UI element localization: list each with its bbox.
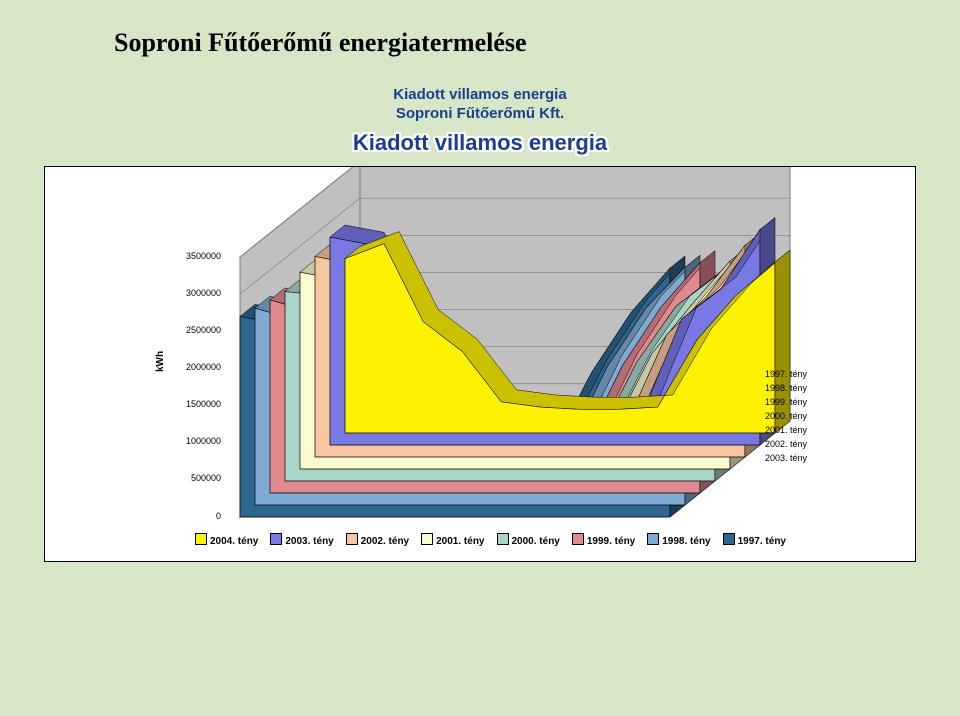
legend-item: 2000. tény xyxy=(497,536,560,547)
legend-swatch xyxy=(572,533,584,545)
y-tick: 2000000 xyxy=(175,362,221,372)
depth-label: 2003. tény xyxy=(765,451,807,465)
depth-label: 1998. tény xyxy=(765,381,807,395)
legend-item: 2004. tény xyxy=(195,536,258,547)
legend-swatch xyxy=(270,533,282,545)
legend-swatch xyxy=(421,533,433,545)
y-axis-title: kWh xyxy=(155,350,166,371)
legend-swatch xyxy=(346,533,358,545)
subtitle-2: Soproni Fűtőerőmű Kft. xyxy=(396,105,564,122)
legend-item: 2003. tény xyxy=(270,536,333,547)
y-tick: 1000000 xyxy=(175,436,221,446)
depth-label: 2001. tény xyxy=(765,423,807,437)
legend: 2004. tény 2003. tény 2002. tény 2001. tény… xyxy=(195,533,798,547)
y-tick: 3000000 xyxy=(175,288,221,298)
legend-item: 2002. tény xyxy=(346,536,409,547)
legend-swatch xyxy=(647,533,659,545)
y-tick: 500000 xyxy=(175,473,221,483)
depth-label: 1997. tény xyxy=(765,367,807,381)
legend-item: 2001. tény xyxy=(421,536,484,547)
legend-item: 1998. tény xyxy=(647,536,710,547)
legend-swatch xyxy=(497,533,509,545)
depth-label: 1999. tény xyxy=(765,395,807,409)
y-tick: 3500000 xyxy=(175,251,221,261)
legend-swatch xyxy=(723,533,735,545)
legend-swatch xyxy=(195,533,207,545)
y-tick: 1500000 xyxy=(175,399,221,409)
depth-label: 2000. tény xyxy=(765,409,807,423)
y-tick: 0 xyxy=(175,511,221,521)
y-tick: 2500000 xyxy=(175,325,221,335)
legend-item: 1997. tény xyxy=(723,536,786,547)
chart-outlined-title: Kiadott villamos energia xyxy=(0,130,960,156)
depth-axis-labels: 1997. tény1998. tény1999. tény2000. tény… xyxy=(765,367,807,465)
legend-item: 1999. tény xyxy=(572,536,635,547)
depth-label: 2002. tény xyxy=(765,437,807,451)
chart-subtitle: Kiadott villamos energia Soproni Fűtőerő… xyxy=(0,86,960,124)
page-title: Soproni Fűtőerőmű energiatermelése xyxy=(0,0,960,58)
subtitle-1: Kiadott villamos energia xyxy=(393,86,566,103)
chart-frame: kWh 0 500000 1000000 1500000 2000000 2500000 3… xyxy=(44,166,916,562)
